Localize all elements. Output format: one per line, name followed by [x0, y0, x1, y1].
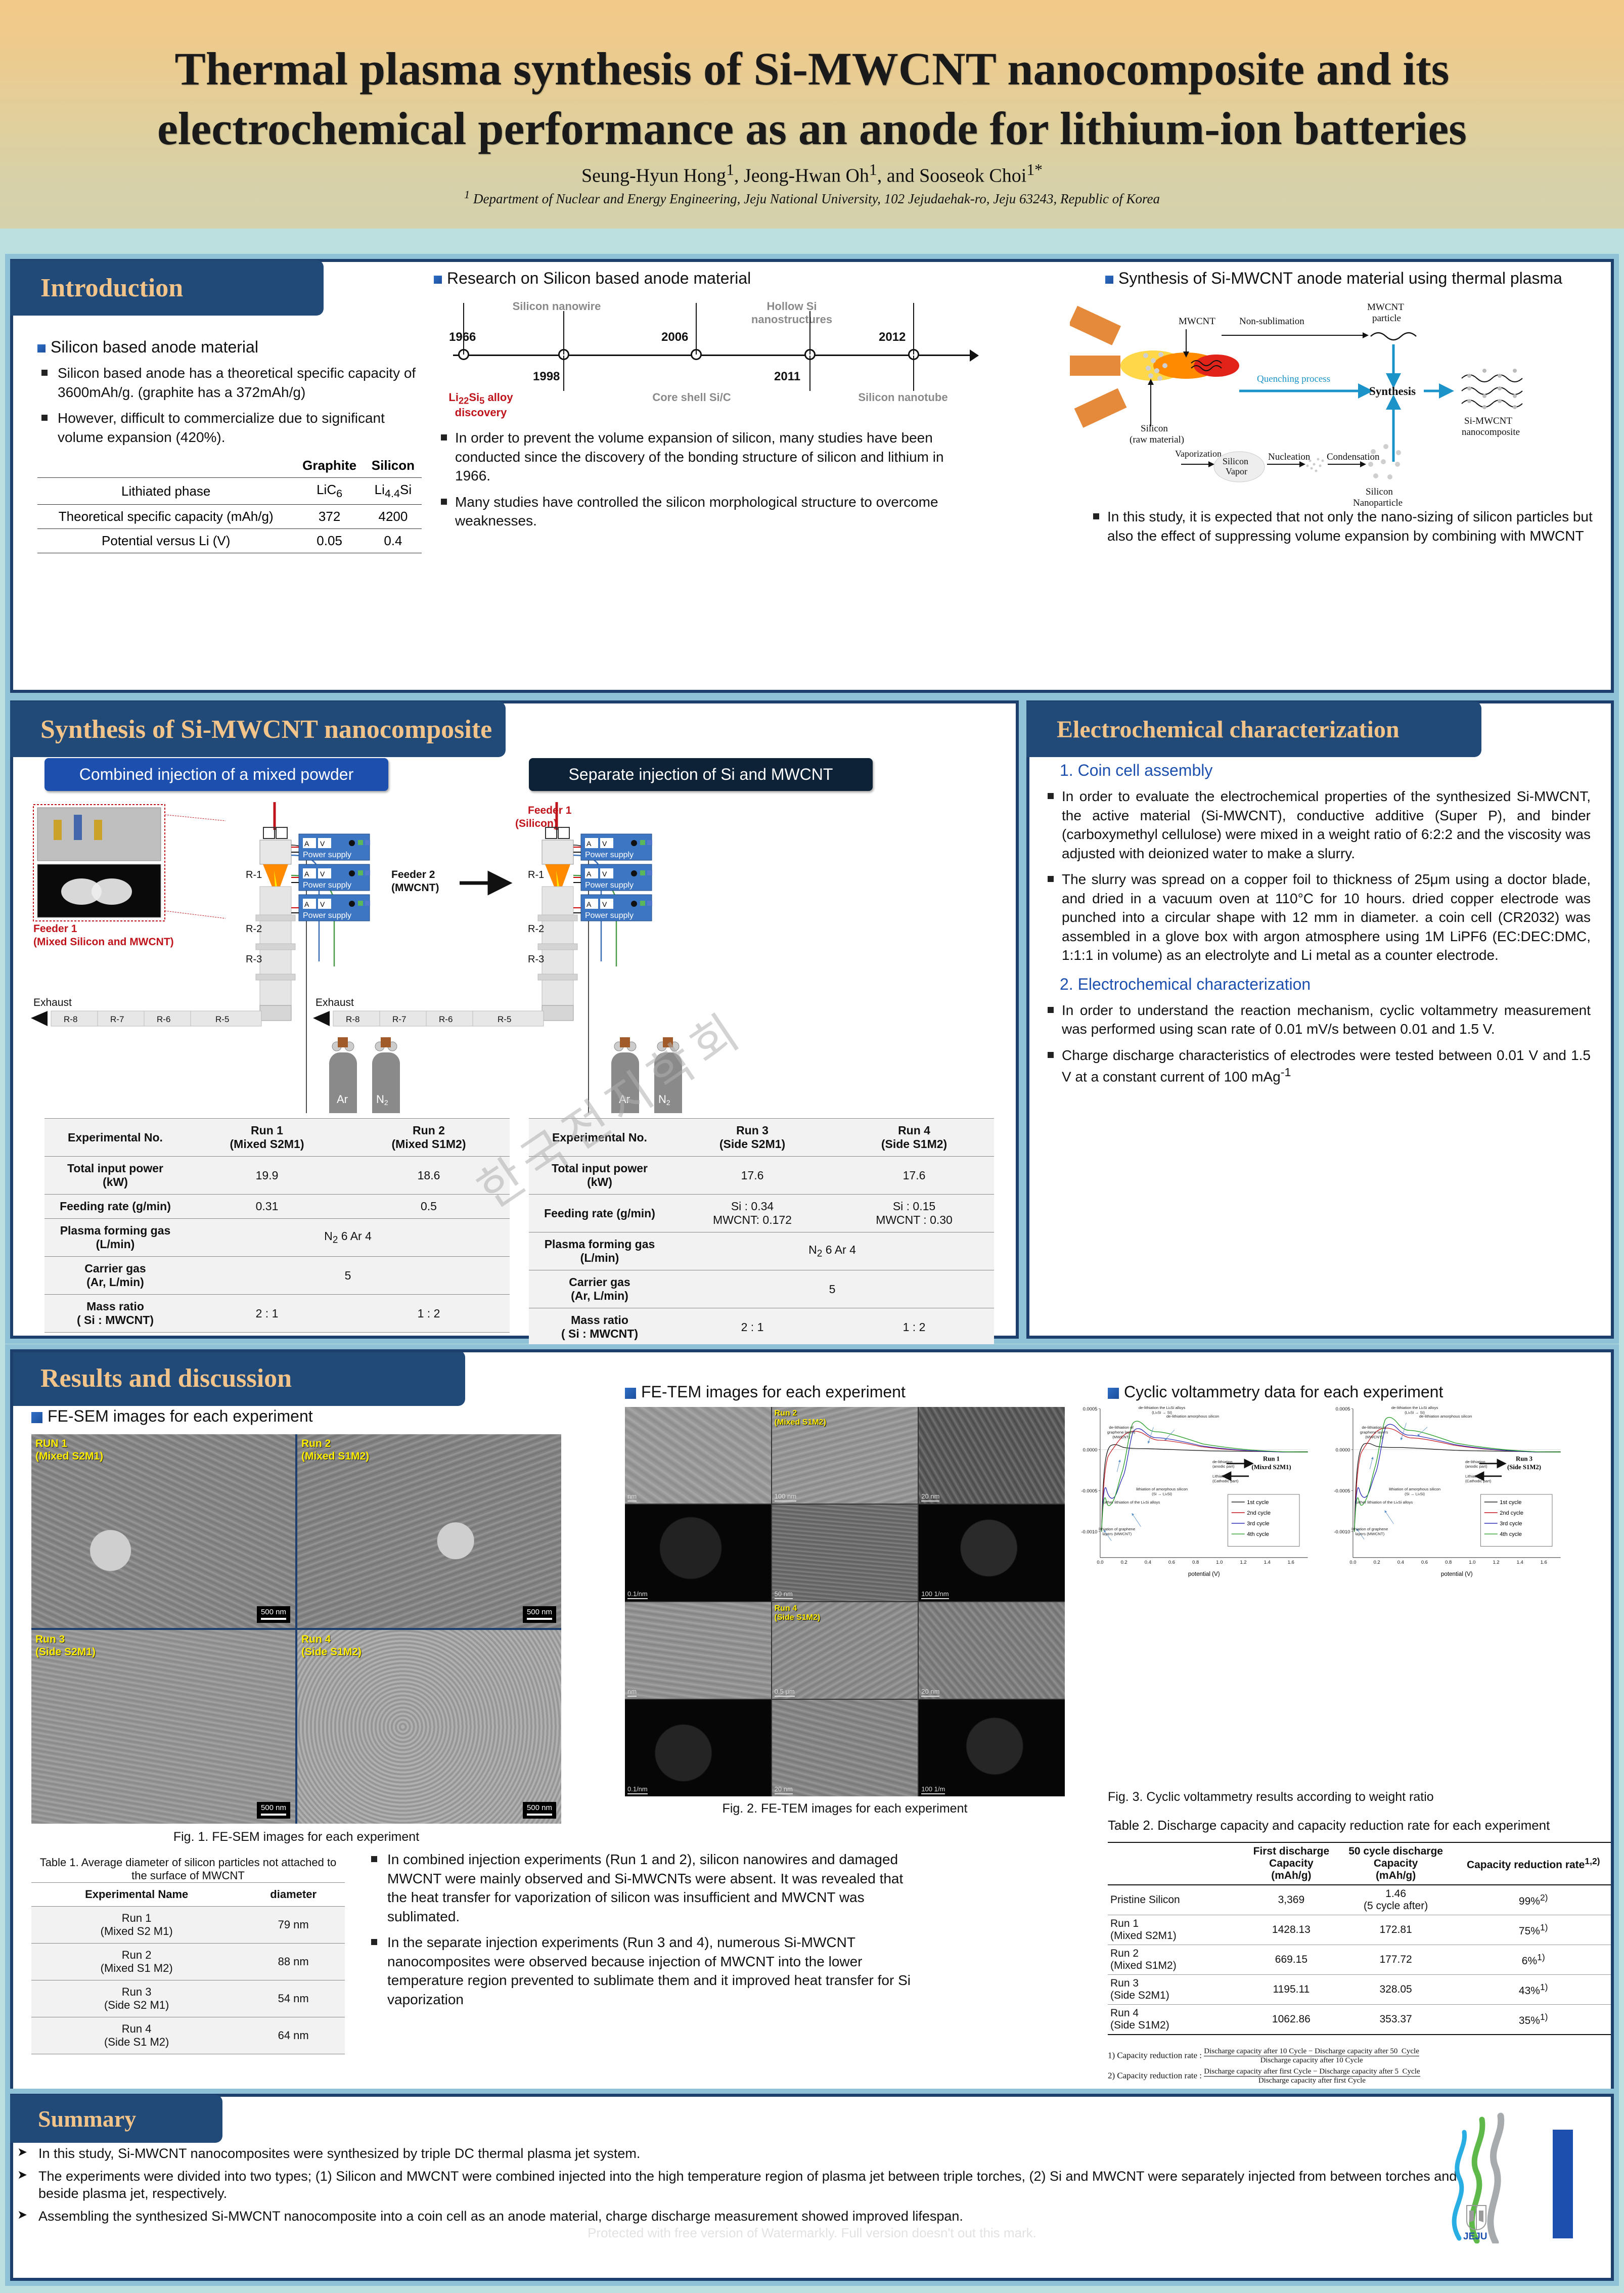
svg-text:0.0005: 0.0005 — [1336, 1406, 1350, 1412]
svg-text:2nd cycle: 2nd cycle — [1247, 1510, 1271, 1516]
svg-text:R-3: R-3 — [246, 954, 262, 965]
svg-text:Synthesis: Synthesis — [1369, 385, 1416, 398]
svg-text:Vapor: Vapor — [1226, 466, 1247, 476]
svg-text:Power supply: Power supply — [585, 881, 634, 890]
svg-text:1.4: 1.4 — [1517, 1559, 1523, 1565]
svg-text:1.0: 1.0 — [1469, 1559, 1475, 1565]
svg-text:Power supply: Power supply — [303, 851, 351, 859]
svg-text:A: A — [304, 870, 309, 878]
svg-text:0.0000: 0.0000 — [1336, 1447, 1350, 1452]
svg-text:V: V — [602, 870, 607, 878]
svg-text:1.0: 1.0 — [1216, 1559, 1223, 1565]
svg-text:0.2: 0.2 — [1374, 1559, 1380, 1565]
svg-text:V: V — [320, 840, 325, 848]
svg-text:particle: particle — [1372, 313, 1401, 324]
svg-text:1.4: 1.4 — [1264, 1559, 1271, 1565]
svg-text:4th cycle: 4th cycle — [1500, 1531, 1522, 1537]
svg-text:R-2: R-2 — [246, 923, 262, 935]
svg-text:Run 1: Run 1 — [1263, 1455, 1280, 1462]
svg-text:V: V — [320, 870, 325, 878]
svg-text:A: A — [587, 900, 592, 908]
svg-text:Silicon: Silicon — [1141, 423, 1168, 434]
svg-text:R-6: R-6 — [157, 1015, 170, 1024]
svg-text:R-5: R-5 — [498, 1015, 511, 1024]
svg-text:MWCNT: MWCNT — [1179, 316, 1215, 327]
svg-text:R-6: R-6 — [439, 1015, 453, 1024]
svg-text:A: A — [587, 840, 592, 848]
svg-text:Feeder 2: Feeder 2 — [391, 869, 435, 880]
svg-text:V: V — [602, 840, 607, 848]
svg-text:Exhaust: Exhaust — [33, 997, 72, 1008]
svg-text:R-8: R-8 — [346, 1015, 359, 1024]
svg-text:0.2: 0.2 — [1121, 1559, 1127, 1565]
svg-text:Nanoparticle: Nanoparticle — [1353, 498, 1403, 508]
svg-text:R-1: R-1 — [528, 869, 544, 880]
svg-text:0.6: 0.6 — [1168, 1559, 1175, 1565]
svg-text:1.6: 1.6 — [1288, 1559, 1294, 1565]
svg-text:Power supply: Power supply — [585, 911, 634, 920]
svg-text:Nucleation: Nucleation — [1268, 452, 1311, 462]
svg-text:0.8: 0.8 — [1445, 1559, 1452, 1565]
svg-text:R-8: R-8 — [64, 1015, 77, 1024]
svg-text:1.2: 1.2 — [1493, 1559, 1499, 1565]
svg-text:Power supply: Power supply — [303, 881, 351, 890]
svg-text:V: V — [602, 900, 607, 908]
svg-text:Vaporization: Vaporization — [1175, 449, 1222, 459]
svg-text:3rd cycle: 3rd cycle — [1500, 1521, 1522, 1527]
svg-text:potential (V): potential (V) — [1441, 1571, 1473, 1577]
svg-text:0.4: 0.4 — [1397, 1559, 1404, 1565]
svg-text:V: V — [320, 900, 325, 908]
svg-text:1st cycle: 1st cycle — [1500, 1500, 1521, 1506]
svg-text:Feeder 1: Feeder 1 — [33, 923, 77, 935]
svg-text:R-3: R-3 — [528, 954, 544, 965]
svg-text:0.4: 0.4 — [1145, 1559, 1151, 1565]
svg-text:Ar: Ar — [337, 1093, 348, 1106]
svg-text:potential (V): potential (V) — [1188, 1571, 1220, 1577]
svg-text:-0.0005: -0.0005 — [1081, 1488, 1097, 1493]
svg-text:4th cycle: 4th cycle — [1247, 1531, 1269, 1537]
svg-text:A: A — [587, 870, 592, 878]
svg-text:R-7: R-7 — [110, 1015, 124, 1024]
svg-text:(Mixed Silicon and MWCNT): (Mixed Silicon and MWCNT) — [33, 936, 174, 948]
svg-text:(raw material): (raw material) — [1130, 434, 1184, 445]
svg-text:R-1: R-1 — [246, 869, 262, 880]
svg-text:2nd cycle: 2nd cycle — [1500, 1510, 1523, 1516]
svg-text:(MWCNT): (MWCNT) — [391, 882, 439, 894]
svg-text:R-5: R-5 — [215, 1015, 229, 1024]
svg-text:3rd cycle: 3rd cycle — [1247, 1521, 1269, 1527]
svg-text:JEJU: JEJU — [1463, 2231, 1487, 2242]
svg-text:Si-MWCNT: Si-MWCNT — [1464, 416, 1512, 426]
svg-text:1.6: 1.6 — [1541, 1559, 1547, 1565]
svg-text:Quenching process: Quenching process — [1257, 374, 1330, 384]
svg-text:R-2: R-2 — [528, 923, 544, 935]
svg-text:0.0000: 0.0000 — [1083, 1447, 1098, 1452]
svg-text:MWCNT: MWCNT — [1367, 302, 1404, 313]
svg-text:Power supply: Power supply — [303, 911, 351, 920]
svg-text:(Mixrd S2M1): (Mixrd S2M1) — [1251, 1464, 1291, 1471]
svg-text:0.0: 0.0 — [1097, 1559, 1103, 1565]
svg-text:A: A — [304, 840, 309, 848]
svg-text:Non-sublimation: Non-sublimation — [1239, 316, 1304, 327]
svg-text:Silicon: Silicon — [1366, 487, 1393, 497]
svg-text:nanocomposite: nanocomposite — [1462, 427, 1520, 437]
svg-text:0.0: 0.0 — [1349, 1559, 1356, 1565]
svg-text:Power supply: Power supply — [585, 851, 634, 859]
svg-text:1952: 1952 — [1466, 2242, 1480, 2243]
svg-text:R-7: R-7 — [392, 1015, 406, 1024]
svg-text:0.6: 0.6 — [1421, 1559, 1428, 1565]
svg-text:-0.0005: -0.0005 — [1334, 1488, 1350, 1493]
svg-text:0.8: 0.8 — [1192, 1559, 1199, 1565]
svg-text:1st cycle: 1st cycle — [1247, 1500, 1269, 1506]
svg-text:1.2: 1.2 — [1240, 1559, 1246, 1565]
svg-text:Run 3: Run 3 — [1516, 1455, 1532, 1462]
svg-text:Exhaust: Exhaust — [315, 997, 354, 1008]
svg-text:(Side S1M2): (Side S1M2) — [1507, 1464, 1541, 1471]
svg-text:A: A — [304, 900, 309, 908]
svg-text:Silicon: Silicon — [1223, 456, 1248, 466]
svg-text:Feeder 1: Feeder 1 — [528, 805, 572, 816]
svg-text:0.0005: 0.0005 — [1083, 1406, 1098, 1412]
